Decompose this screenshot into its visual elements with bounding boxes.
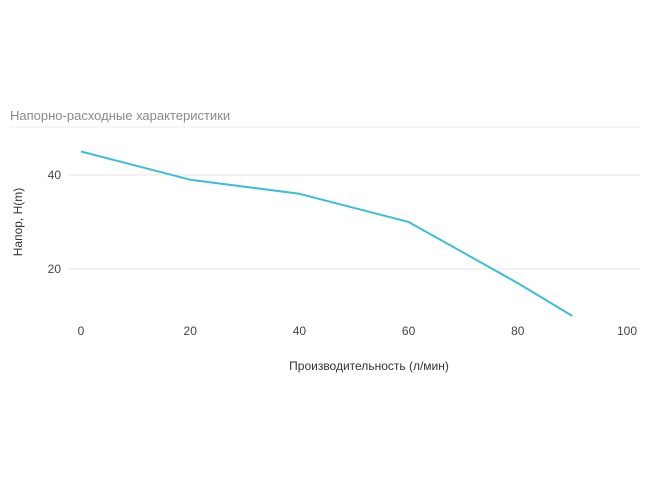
series-layer <box>80 150 573 317</box>
x-tick-label: 60 <box>402 324 416 338</box>
chart-title: Напорно-расходные характеристики <box>10 108 231 123</box>
grid-layer <box>68 174 640 270</box>
series-line-0 <box>80 150 573 317</box>
y-axis-label: Напор, H(m) <box>11 188 25 257</box>
x-tick-label: 100 <box>617 324 637 338</box>
y-tick-label: 20 <box>48 262 62 276</box>
x-tick-label: 40 <box>293 324 307 338</box>
x-tick-label: 20 <box>184 324 198 338</box>
x-tick-label: 80 <box>511 324 525 338</box>
y-tick-label: 40 <box>48 168 62 182</box>
x-axis-label: Производительность (л/мин) <box>289 359 449 373</box>
x-tick-labels: 0 20 40 60 80 100 <box>78 324 638 338</box>
x-tick-label: 0 <box>78 324 85 338</box>
